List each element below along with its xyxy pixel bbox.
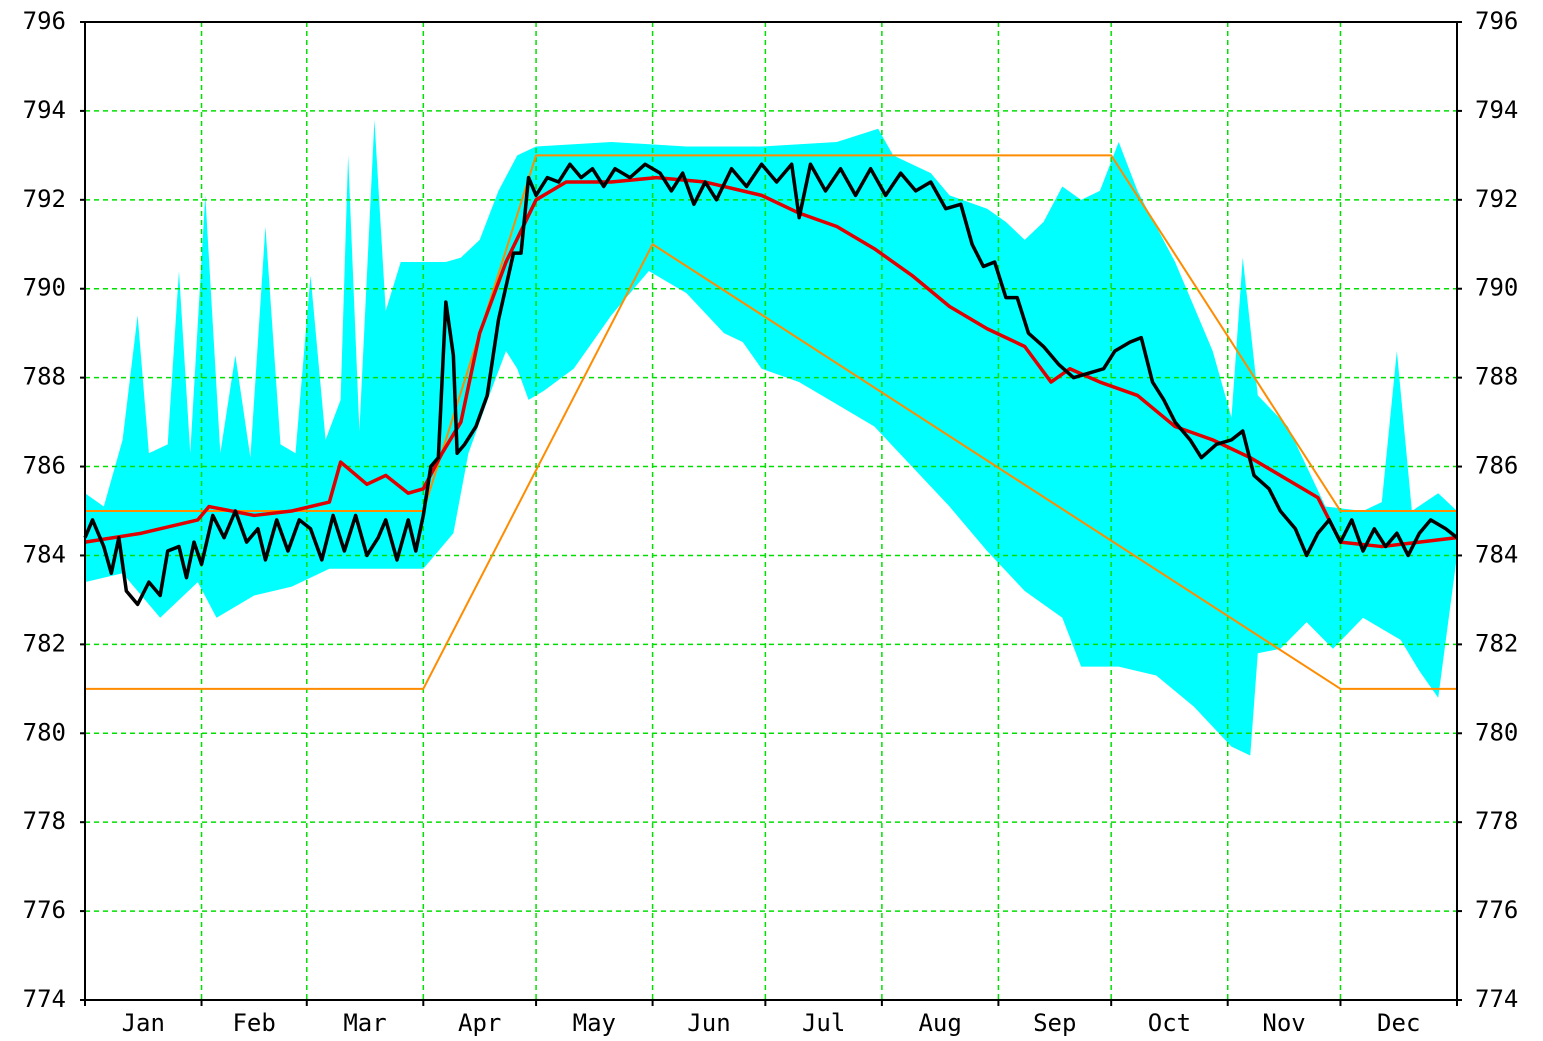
y-tick-label: 792 [23,185,66,213]
x-tick-label: Nov [1262,1009,1305,1037]
x-tick-label: Jan [122,1009,165,1037]
plot-frame [84,21,1458,1001]
y2-tick-label: 774 [1475,985,1518,1013]
x-tick-label: Aug [918,1009,961,1037]
y2-tick-label: 790 [1475,274,1518,302]
x-tick-label: Feb [232,1009,275,1037]
x-tick-label: May [573,1009,616,1037]
x-tick-label: Mar [343,1009,386,1037]
y-tick-label: 796 [23,7,66,35]
range-band [85,119,1457,756]
y-tick-label: 778 [23,807,66,835]
x-tick-label: Oct [1148,1009,1191,1037]
y-tick-label: 786 [23,452,66,480]
y-tick-label: 794 [23,96,66,124]
y2-tick-label: 778 [1475,807,1518,835]
y2-tick-label: 782 [1475,629,1518,657]
y2-tick-label: 786 [1475,452,1518,480]
x-tick-label: Sep [1033,1009,1076,1037]
y2-tick-label: 788 [1475,363,1518,391]
x-tick-label: Jul [802,1009,845,1037]
y2-tick-label: 776 [1475,896,1518,924]
y-tick-label: 784 [23,540,66,568]
y-tick-label: 776 [23,896,66,924]
line-series [85,154,1457,512]
line-series [83,162,1459,607]
y-tick-label: 780 [23,718,66,746]
y2-tick-label: 796 [1475,7,1518,35]
y2-tick-label: 792 [1475,185,1518,213]
x-tick-label: Dec [1377,1009,1420,1037]
y-tick-label: 782 [23,629,66,657]
y-tick-label: 788 [23,363,66,391]
y-tick-label: 774 [23,985,66,1013]
y-tick-label: 790 [23,274,66,302]
y2-tick-label: 780 [1475,718,1518,746]
x-tick-label: Jun [687,1009,730,1037]
y2-tick-label: 794 [1475,96,1518,124]
y2-tick-label: 784 [1475,540,1518,568]
x-tick-label: Apr [458,1009,501,1037]
line-series [85,243,1457,690]
